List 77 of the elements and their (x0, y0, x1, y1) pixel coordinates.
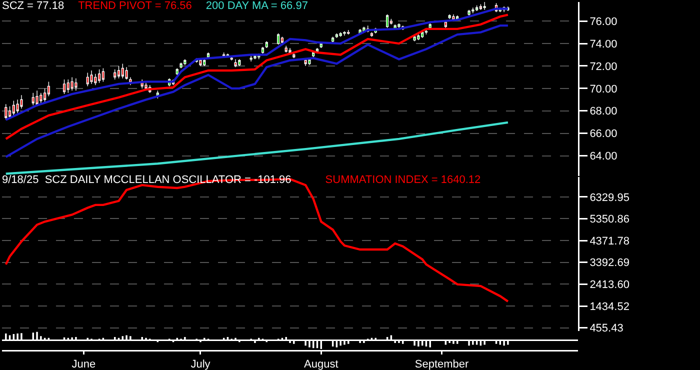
candlestick (121, 63, 124, 79)
line-series (4, 14, 510, 140)
series-label: SUMMATION INDEX = 1640.12 (325, 174, 481, 187)
candlestick (184, 58, 186, 66)
candlestick (36, 90, 38, 107)
y-tick-label: 1434.52 (590, 300, 630, 313)
y-tick-label: 4371.78 (590, 235, 630, 248)
candlestick (362, 26, 366, 33)
y-tick-label: 6329.95 (590, 192, 630, 204)
candlestick (117, 66, 120, 79)
y-tick-label: 5350.86 (590, 214, 630, 226)
candlestick (20, 94, 23, 109)
candlestick (288, 48, 292, 54)
candlestick (265, 40, 268, 48)
candlestick (417, 34, 420, 41)
candlestick (413, 35, 416, 42)
y-tick-label: 2413.60 (590, 279, 630, 292)
candlestick (277, 33, 280, 46)
candlestick (12, 100, 15, 116)
candlestick (32, 92, 34, 106)
y-tick-label: 68.00 (590, 106, 618, 118)
candlestick (280, 36, 284, 44)
candlestick (250, 56, 252, 62)
candlestick (180, 62, 182, 69)
candlestick (199, 58, 202, 66)
y-tick-label: 3392.69 (590, 257, 630, 270)
candlestick (398, 22, 400, 30)
text: 200 DAY MA = 66.97 (206, 0, 308, 13)
x-tick-label: July (190, 358, 211, 370)
candlestick (284, 45, 288, 53)
candlestick (234, 58, 237, 68)
candlestick (144, 82, 148, 90)
candlestick (343, 30, 346, 36)
candlestick (203, 58, 206, 66)
candlestick (370, 32, 374, 38)
line-series (4, 8, 510, 121)
y-tick-label: 72.00 (590, 60, 618, 73)
candlestick (125, 66, 128, 80)
candlestick (86, 72, 89, 87)
candlestick (4, 104, 8, 120)
y-tick-label: 70.00 (590, 83, 618, 96)
candlestick (98, 69, 101, 84)
y-tick-label: 64.00 (590, 150, 618, 163)
candlestick (102, 68, 104, 82)
line-series (4, 24, 510, 158)
candlestick (386, 14, 389, 28)
candlestick (94, 74, 97, 86)
y-tick-label: 455.43 (590, 322, 624, 335)
candlestick (66, 79, 70, 94)
candlestick (16, 99, 19, 114)
candlestick (40, 92, 42, 104)
y-tick-label: 66.00 (590, 128, 618, 140)
candlestick (176, 68, 178, 76)
candlestick (90, 70, 93, 84)
candlestick (468, 10, 470, 16)
text: TREND PIVOT = 76.56 (78, 0, 192, 13)
candlestick (254, 54, 256, 60)
candlestick (74, 78, 78, 92)
x-tick-label: September (414, 358, 470, 370)
candlestick (390, 18, 392, 25)
y-tick-label: 76.00 (590, 16, 618, 28)
x-tick-label: August (304, 358, 338, 370)
candlestick (339, 32, 342, 38)
line-series (4, 121, 510, 175)
candlestick (114, 69, 116, 80)
candlestick (70, 76, 74, 92)
candlestick (261, 46, 264, 54)
candlestick (479, 4, 482, 10)
candlestick (238, 58, 241, 66)
candlestick (292, 52, 296, 58)
candlestick (304, 58, 307, 66)
candlestick (62, 79, 66, 94)
x-tick-label: June (72, 358, 96, 370)
candlestick (332, 36, 334, 43)
candlestick (472, 7, 474, 14)
text: SCZ = 77.18 (2, 0, 64, 13)
y-tick-label: 74.00 (590, 38, 618, 50)
